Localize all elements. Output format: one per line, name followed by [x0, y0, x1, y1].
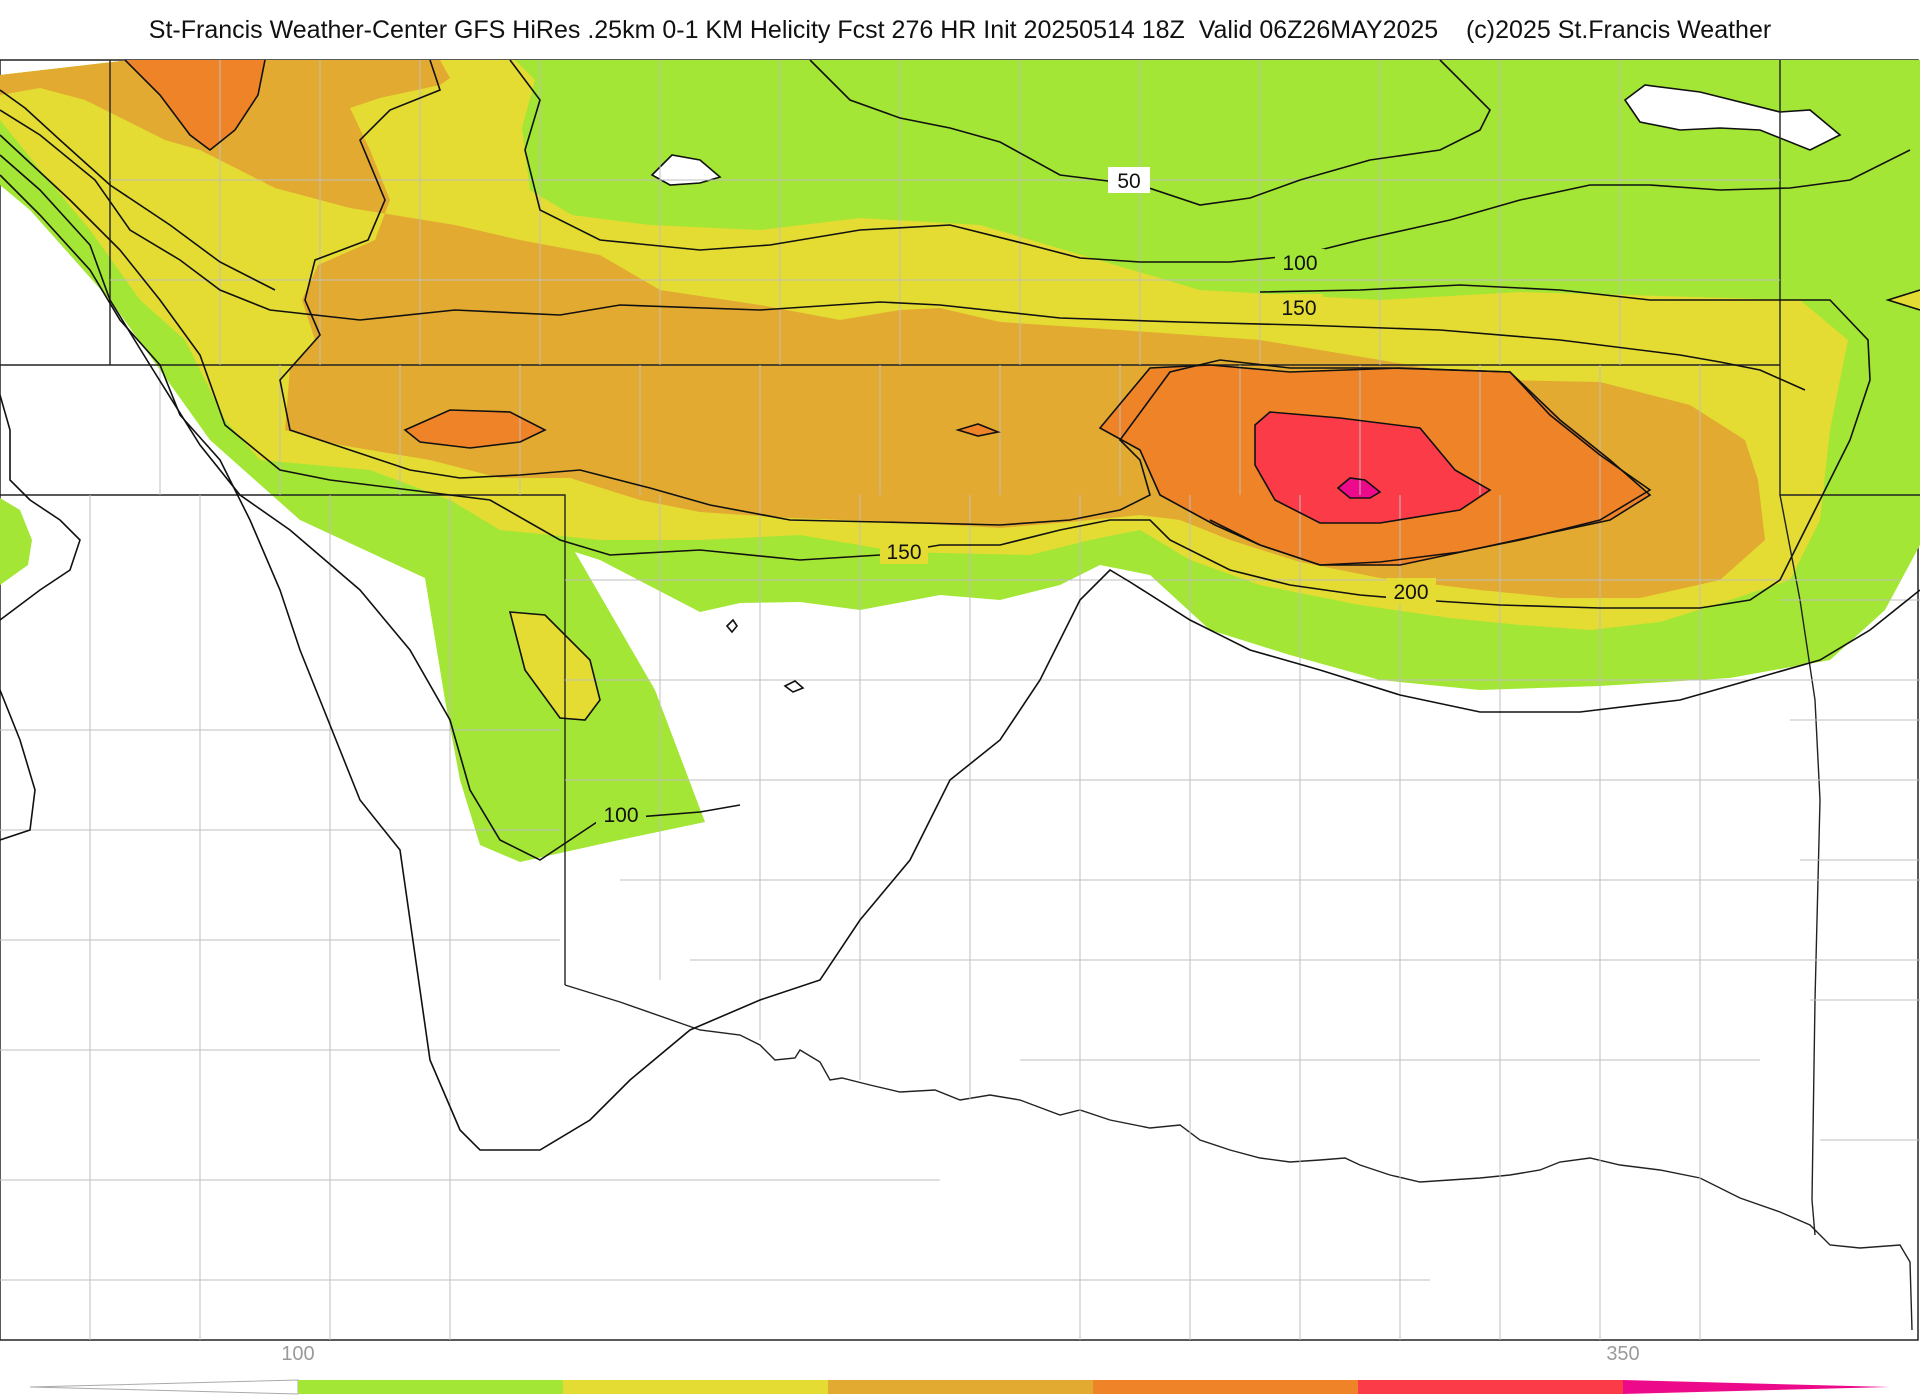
- colorbar-segment-5: [1358, 1380, 1623, 1394]
- state-boundaries: [0, 60, 1920, 1331]
- colorbar-tick-100: 100: [281, 1343, 315, 1365]
- contour-label-150-top: 150: [1281, 297, 1316, 320]
- contour-label-200: 200: [1393, 581, 1428, 604]
- contour-label-100-left: 100: [603, 804, 638, 827]
- red-band: [1255, 412, 1490, 523]
- colorbar-segment-4: [1093, 1380, 1358, 1394]
- colorbar: [29, 1379, 1890, 1395]
- county-grid: [0, 60, 1920, 1340]
- low-value-pocket: [1623, 84, 1842, 151]
- colorbar-segment-3: [828, 1380, 1093, 1394]
- colorbar-tick-350: 350: [1606, 1343, 1640, 1365]
- contour-lines: [0, 59, 1920, 1151]
- colorbar-segment-1: [298, 1380, 563, 1394]
- colorbar-segment-2: [563, 1380, 828, 1394]
- contour-label-100-top: 100: [1282, 252, 1317, 275]
- colorbar-tip-left: [29, 1379, 299, 1395]
- contour-label-50: 50: [1117, 170, 1140, 193]
- contour-label-150-mid: 150: [886, 541, 921, 564]
- contour-label-group: 50 100 150 150 200 100: [596, 167, 1436, 827]
- low-value-pocket: [650, 154, 722, 186]
- colorbar-tip-right: [1623, 1380, 1890, 1394]
- magenta-core: [1338, 478, 1380, 498]
- map-title: St-Francis Weather-Center GFS HiRes .25k…: [148, 15, 1772, 44]
